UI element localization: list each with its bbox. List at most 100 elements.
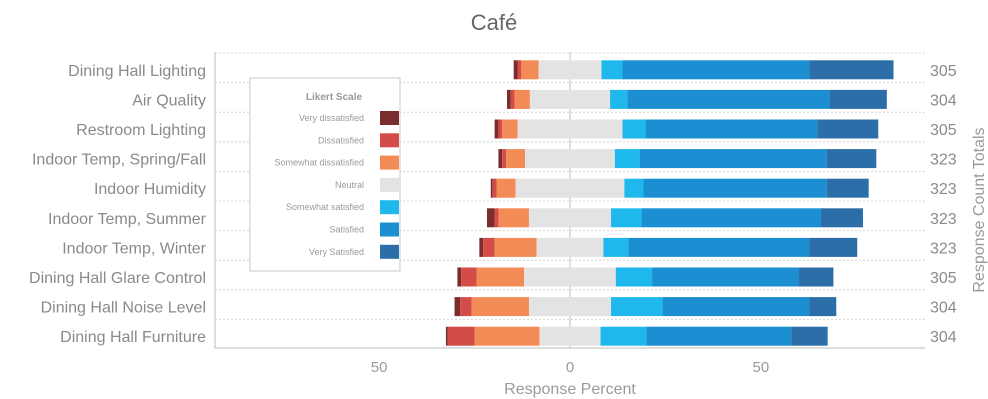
bar-indoor-temp-spring-fall-somewhat-dissatisfied (506, 149, 526, 169)
bar-indoor-humidity-very-dissatisfied (490, 178, 493, 198)
legend-swatch (380, 111, 399, 125)
bar-air-quality-somewhat-dissatisfied (514, 89, 530, 109)
category-label: Indoor Temp, Summer (48, 211, 207, 228)
bar-dining-hall-noise-level-satisfied (662, 297, 810, 317)
bar-restroom-lighting-somewhat-satisfied (622, 119, 646, 139)
legend-label: Somewhat satisfied (286, 202, 364, 212)
bar-dining-hall-noise-level-dissatisfied (460, 297, 472, 317)
bar-indoor-temp-winter-somewhat-dissatisfied (494, 237, 537, 257)
legend-swatch (380, 200, 399, 215)
bar-dining-hall-glare-control-very-dissatisfied (457, 267, 462, 287)
bar-air-quality-very-dissatisfied (507, 89, 511, 109)
bar-dining-hall-glare-control-neutral (524, 267, 616, 287)
x-axis-ticks: 50 0 50 (371, 359, 769, 376)
bar-indoor-temp-spring-fall-dissatisfied (502, 149, 507, 169)
bar-indoor-humidity-neutral (515, 178, 625, 198)
bar-indoor-humidity-somewhat-satisfied (624, 178, 644, 198)
legend-swatch (380, 155, 399, 170)
bar-indoor-temp-summer-dissatisfied (494, 208, 499, 228)
bar-restroom-lighting-very-satisfied (817, 119, 879, 139)
bar-indoor-temp-summer-somewhat-dissatisfied (498, 208, 529, 228)
x-axis-title: Response Percent (504, 381, 636, 398)
bar-restroom-lighting-satisfied (645, 119, 818, 139)
chart-title: Café (471, 10, 517, 35)
bar-dining-hall-furniture-neutral (539, 326, 601, 346)
bar-indoor-humidity-satisfied (643, 178, 827, 198)
bar-dining-hall-furniture-very-dissatisfied (445, 326, 448, 346)
bar-indoor-temp-summer-satisfied (641, 208, 821, 228)
category-label: Indoor Humidity (94, 181, 206, 198)
bar-dining-hall-noise-level-very-satisfied (809, 297, 837, 317)
bar-dining-hall-furniture-very-satisfied (791, 326, 828, 346)
category-label: Dining Hall Lighting (68, 63, 206, 80)
bar-dining-hall-lighting-somewhat-dissatisfied (521, 60, 539, 80)
legend-label: Neutral (335, 180, 364, 190)
bar-dining-hall-furniture-dissatisfied (447, 326, 475, 346)
bar-indoor-temp-winter-dissatisfied (483, 237, 495, 257)
bar-dining-hall-glare-control-satisfied (652, 267, 800, 287)
bar-indoor-temp-winter-very-satisfied (809, 237, 858, 257)
bars (445, 60, 894, 346)
bar-indoor-temp-summer-somewhat-satisfied (611, 208, 642, 228)
bar-air-quality-satisfied (627, 89, 830, 109)
total-label: 305 (930, 122, 957, 139)
bar-dining-hall-lighting-very-satisfied (809, 60, 894, 80)
bar-indoor-temp-spring-fall-somewhat-satisfied (614, 149, 640, 169)
total-labels: 305 304 305 323 323 323 323 305 304 304 (930, 63, 957, 346)
total-label: 305 (930, 270, 957, 287)
legend-title: Likert Scale (306, 92, 363, 103)
total-label: 323 (930, 211, 957, 228)
bar-dining-hall-lighting-somewhat-satisfied (601, 60, 623, 80)
bar-dining-hall-noise-level-somewhat-dissatisfied (471, 297, 529, 317)
bar-indoor-temp-summer-very-dissatisfied (486, 208, 495, 228)
legend-box (249, 77, 401, 272)
total-label: 304 (930, 92, 957, 109)
total-label: 305 (930, 63, 957, 80)
bar-dining-hall-glare-control-somewhat-satisfied (615, 267, 653, 287)
bar-restroom-lighting-neutral (517, 119, 623, 139)
x-tick-label: 50 (371, 359, 388, 376)
bar-dining-hall-lighting-neutral (538, 60, 602, 80)
bar-dining-hall-noise-level-very-dissatisfied (454, 297, 461, 317)
bar-air-quality-neutral (529, 89, 611, 109)
bar-dining-hall-noise-level-neutral (528, 297, 612, 317)
bar-indoor-temp-winter-very-dissatisfied (479, 237, 484, 257)
category-labels: Dining Hall Lighting Air Quality Restroom … (29, 63, 207, 346)
bar-restroom-lighting-very-dissatisfied (494, 119, 499, 139)
bar-air-quality-dissatisfied (510, 89, 515, 109)
legend-swatch (380, 222, 399, 237)
total-label: 323 (930, 240, 957, 257)
bar-dining-hall-glare-control-somewhat-dissatisfied (476, 267, 525, 287)
bar-dining-hall-glare-control-very-satisfied (799, 267, 834, 287)
category-label: Dining Hall Noise Level (41, 300, 206, 317)
bar-air-quality-somewhat-satisfied (610, 89, 628, 109)
legend-label: Very dissatisfied (299, 113, 364, 123)
bar-dining-hall-lighting-very-dissatisfied (513, 60, 518, 80)
bar-indoor-temp-winter-neutral (536, 237, 604, 257)
total-label: 323 (930, 181, 957, 198)
x-tick-label: 50 (753, 359, 770, 376)
category-label: Indoor Temp, Winter (62, 240, 206, 257)
x-tick-label: 0 (566, 359, 574, 376)
category-label: Air Quality (132, 92, 206, 109)
legend-label: Somewhat dissatisfied (274, 158, 364, 168)
bar-dining-hall-noise-level-somewhat-satisfied (611, 297, 663, 317)
legend-label: Dissatisfied (318, 135, 364, 145)
total-label: 304 (930, 329, 957, 346)
bar-indoor-temp-summer-neutral (528, 208, 612, 228)
legend: Likert Scale Very dissatisfied Dissatisfi… (249, 77, 401, 272)
bar-indoor-temp-spring-fall-neutral (525, 149, 615, 169)
legend-swatch (380, 177, 399, 192)
bar-indoor-temp-winter-somewhat-satisfied (603, 237, 629, 257)
bar-dining-hall-furniture-somewhat-satisfied (600, 326, 647, 346)
category-label: Dining Hall Furniture (60, 329, 206, 346)
legend-swatch (380, 244, 399, 259)
bar-dining-hall-lighting-dissatisfied (517, 60, 522, 80)
bar-restroom-lighting-somewhat-dissatisfied (502, 119, 518, 139)
category-label: Dining Hall Glare Control (29, 270, 206, 287)
legend-swatch (380, 133, 399, 148)
bar-air-quality-very-satisfied (829, 89, 887, 109)
legend-label: Very Satisfied (309, 247, 364, 257)
bar-restroom-lighting-dissatisfied (498, 119, 503, 139)
